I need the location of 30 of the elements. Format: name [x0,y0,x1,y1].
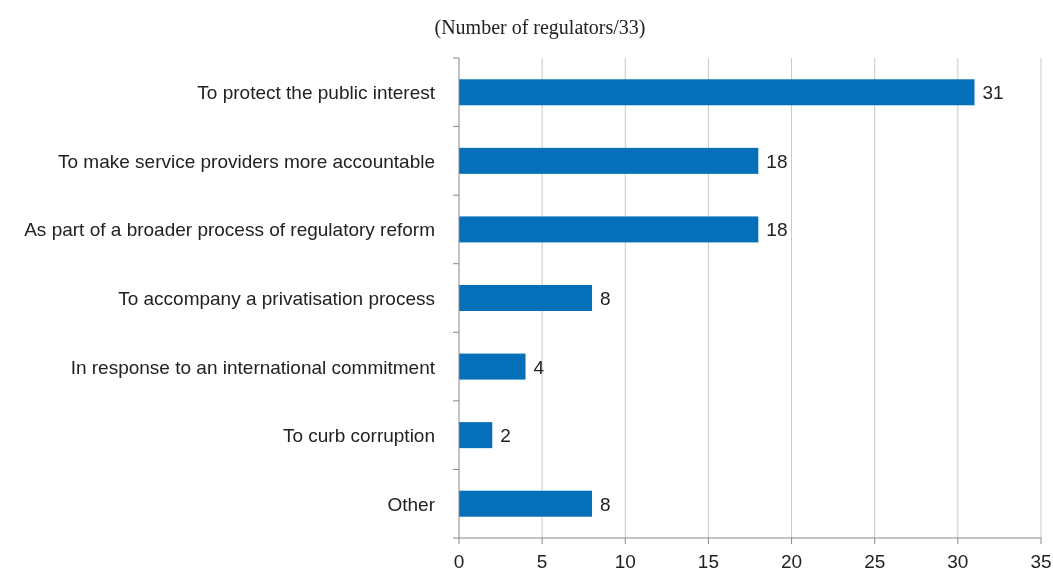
bar [459,79,975,106]
y-tick-label: To accompany a privatisation process [118,288,435,309]
data-label: 18 [766,150,788,172]
x-tick-label: 20 [781,551,803,572]
data-label: 31 [982,82,1004,104]
data-label: 2 [500,425,511,447]
x-tick-label: 30 [947,551,969,572]
bar [459,353,526,380]
data-label: 8 [600,493,611,515]
data-label: 4 [533,356,545,378]
chart-title: (Number of regulators/33) [434,16,646,39]
bar [459,490,593,517]
y-tick-label: To make service providers more accountable [57,150,435,172]
y-tick-label: Other [387,493,436,515]
bar [459,422,493,449]
x-tick-label: 0 [453,551,465,572]
x-tick-label: 15 [697,551,719,572]
x-tick-label: 25 [864,551,886,572]
bar [459,216,759,243]
y-tick-label: To protect the public interest [197,82,436,104]
bar [459,285,593,311]
data-label: 18 [766,219,788,241]
x-tick-label: 10 [614,551,636,572]
bar [459,147,759,174]
y-tick-label: To curb corruption [282,425,435,447]
x-tick-label: 35 [1030,551,1052,572]
y-tick-label: In response to an international commitment [70,356,436,378]
y-tick-label: As part of a broader process of regulatory reform [24,219,435,241]
data-label: 8 [600,288,611,309]
x-tick-label: 5 [536,551,548,572]
